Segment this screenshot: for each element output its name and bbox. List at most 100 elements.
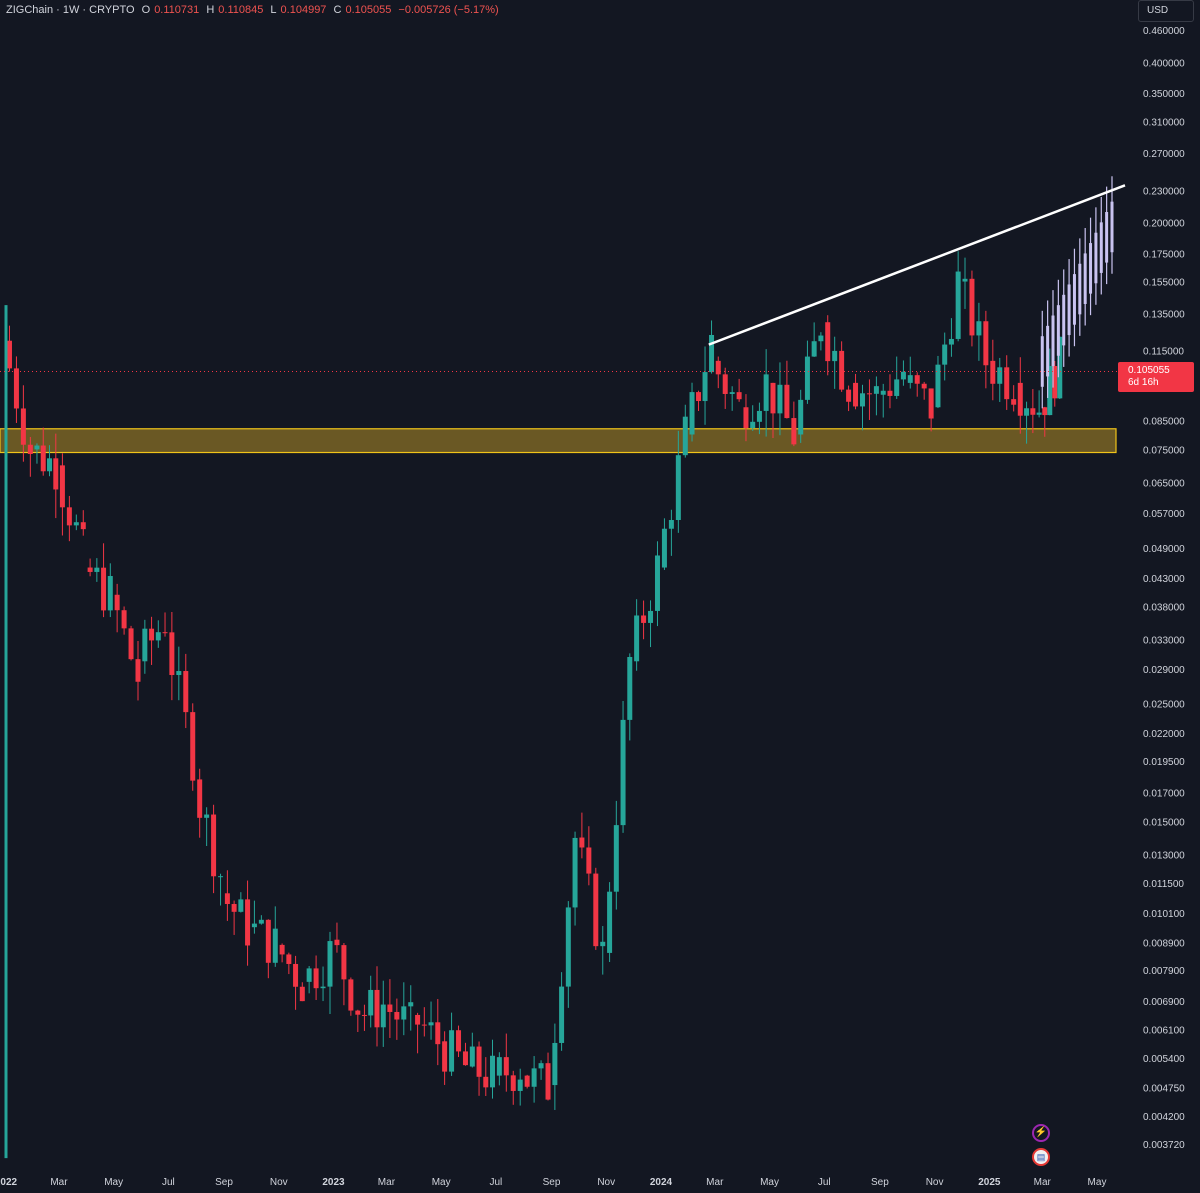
candle-body bbox=[613, 825, 619, 892]
candle-body bbox=[34, 445, 40, 450]
candle-body bbox=[654, 555, 660, 611]
candle-body bbox=[114, 594, 120, 611]
candle-body bbox=[286, 954, 292, 964]
candlestick-series bbox=[4, 251, 1063, 1159]
y-tick-label: 0.011500 bbox=[1143, 879, 1184, 890]
y-tick-label: 0.008900 bbox=[1143, 938, 1185, 949]
candle-body bbox=[798, 399, 804, 435]
candle-body bbox=[894, 379, 900, 396]
y-tick-label: 0.085000 bbox=[1143, 416, 1185, 427]
candle-body bbox=[811, 341, 817, 357]
candle-body bbox=[675, 455, 681, 521]
candle-body bbox=[245, 899, 251, 946]
x-tick-label: Sep bbox=[871, 1177, 889, 1188]
currency-button[interactable]: USD bbox=[1138, 0, 1194, 22]
candle-body bbox=[190, 712, 196, 781]
candle-body bbox=[682, 416, 688, 456]
candle-body bbox=[859, 393, 865, 407]
candle-body bbox=[211, 814, 217, 877]
symbol-label[interactable]: ZIGChain · 1W · CRYPTO bbox=[6, 4, 135, 16]
candle-body bbox=[709, 334, 715, 373]
y-tick-label: 0.270000 bbox=[1143, 149, 1185, 160]
y-tick-label: 0.013000 bbox=[1143, 851, 1185, 862]
candle-body bbox=[976, 321, 982, 336]
candle-body bbox=[648, 610, 654, 623]
y-tick-label: 0.015000 bbox=[1143, 818, 1185, 829]
support-zone-layer bbox=[0, 428, 1117, 454]
candle-body bbox=[743, 407, 749, 429]
candle-body bbox=[955, 271, 961, 339]
candle-body bbox=[27, 444, 33, 454]
projection-bar bbox=[1099, 222, 1103, 273]
candle-body bbox=[162, 632, 168, 634]
candle-body bbox=[435, 1022, 441, 1045]
trendline[interactable] bbox=[708, 184, 1126, 346]
candle-body bbox=[962, 278, 968, 282]
x-tick-label: Mar bbox=[378, 1177, 396, 1188]
x-tick-label: May bbox=[1088, 1177, 1107, 1188]
candle-body bbox=[394, 1011, 400, 1020]
x-tick-label: Nov bbox=[926, 1177, 944, 1188]
candle-body bbox=[921, 383, 927, 389]
lightning-icon[interactable]: ⚡ bbox=[1032, 1124, 1050, 1142]
candle-body bbox=[935, 364, 941, 408]
candle-body bbox=[777, 384, 783, 414]
us-flag-icon[interactable]: ▤ bbox=[1032, 1148, 1050, 1166]
candle-body bbox=[496, 1057, 502, 1076]
candle-body bbox=[408, 1002, 414, 1007]
candle-body bbox=[503, 1057, 509, 1076]
candle-body bbox=[538, 1063, 544, 1069]
candle-body bbox=[804, 356, 810, 400]
y-tick-label: 0.057000 bbox=[1143, 509, 1185, 520]
x-tick-label: 2025 bbox=[978, 1177, 1001, 1188]
y-tick-label: 0.019500 bbox=[1143, 757, 1185, 768]
candle-body bbox=[107, 576, 113, 611]
close-label: C bbox=[333, 4, 342, 16]
candle-body bbox=[559, 986, 565, 1043]
candle-body bbox=[818, 335, 824, 342]
y-tick-label: 0.004750 bbox=[1143, 1083, 1185, 1094]
candle-body bbox=[510, 1075, 516, 1091]
low-label: L bbox=[270, 4, 277, 16]
candle-body bbox=[401, 1006, 407, 1020]
support-zone[interactable] bbox=[0, 428, 1117, 454]
x-tick-label: Jul bbox=[489, 1177, 502, 1188]
projection-bar bbox=[1089, 243, 1093, 294]
candle-body bbox=[258, 919, 264, 924]
candle-body bbox=[40, 445, 46, 472]
candle-body bbox=[265, 919, 271, 963]
y-tick-label: 0.005400 bbox=[1143, 1054, 1185, 1065]
candle-body bbox=[320, 986, 326, 989]
trendline-layer bbox=[708, 184, 1126, 346]
candle-body bbox=[231, 904, 237, 912]
y-tick-label: 0.175000 bbox=[1143, 249, 1185, 260]
projection-bar bbox=[1056, 305, 1060, 356]
candle-body bbox=[442, 1041, 448, 1072]
candle-body bbox=[155, 632, 161, 641]
x-tick-label: Mar bbox=[1034, 1177, 1052, 1188]
candle-body bbox=[750, 421, 756, 429]
candle-body bbox=[469, 1046, 475, 1067]
close-value: 0.105055 bbox=[345, 4, 392, 16]
candle-body bbox=[1011, 399, 1017, 405]
y-tick-label: 0.049000 bbox=[1143, 544, 1185, 555]
x-tick-label: Jul bbox=[818, 1177, 831, 1188]
y-axis[interactable]: 0.460000 0.400000 0.350000 0.310000 0.270000… bbox=[1143, 26, 1185, 1151]
projection-bar bbox=[1105, 212, 1109, 263]
candle-body bbox=[1030, 408, 1036, 415]
y-tick-label: 0.230000 bbox=[1143, 186, 1185, 197]
candle-body bbox=[880, 390, 886, 395]
candle-body bbox=[428, 1022, 434, 1026]
candle-body bbox=[13, 368, 19, 409]
candle-body bbox=[839, 350, 845, 390]
y-tick-label: 0.075000 bbox=[1143, 445, 1185, 456]
y-tick-label: 0.460000 bbox=[1143, 26, 1185, 37]
x-axis[interactable]: 2022 Mar May Jul Sep Nov 2023 Mar May Jul Sep Nov 20… bbox=[0, 1177, 1106, 1188]
high-label: H bbox=[206, 4, 215, 16]
y-tick-label: 0.310000 bbox=[1143, 117, 1185, 128]
x-tick-label: Jul bbox=[162, 1177, 175, 1188]
candle-body bbox=[224, 893, 230, 905]
candle-body bbox=[572, 837, 578, 908]
candle-body bbox=[607, 891, 613, 953]
